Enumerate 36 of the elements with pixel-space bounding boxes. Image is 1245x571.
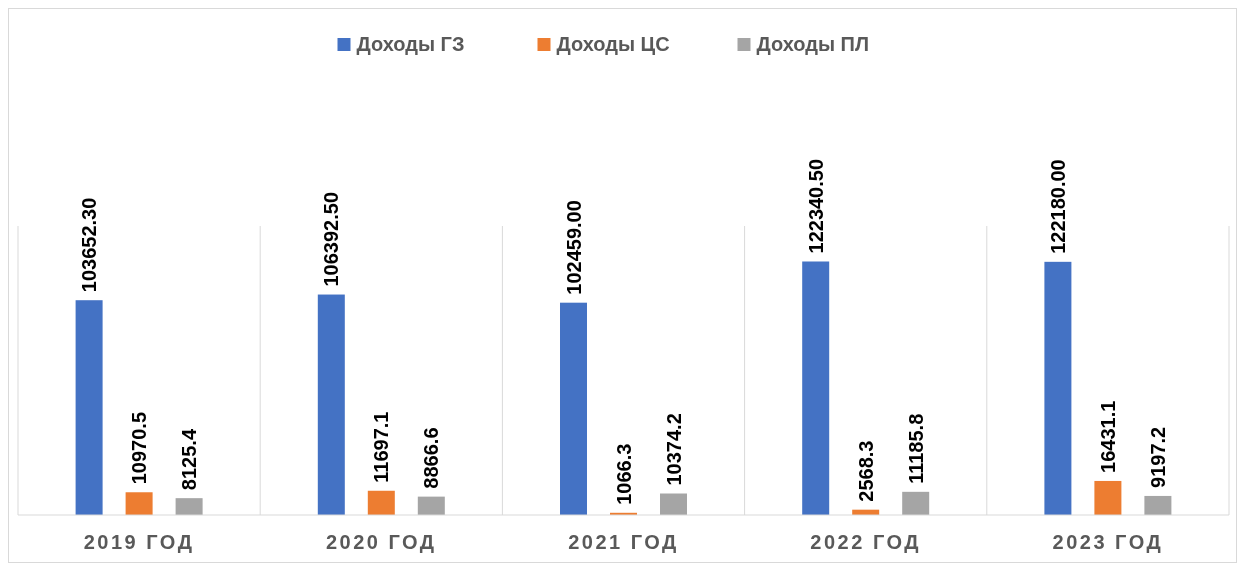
data-label: 1066.3 <box>612 443 635 505</box>
x-tick-label: 2021 ГОД <box>568 531 679 553</box>
bar <box>802 261 830 515</box>
bar <box>660 493 687 515</box>
legend-label: Доходы ЦС <box>556 33 670 55</box>
data-label: 122340.50 <box>804 158 827 254</box>
bar <box>317 294 345 515</box>
legend-label: Доходы ПЛ <box>756 33 870 55</box>
bar <box>1144 495 1172 515</box>
legend-label: Доходы ГЗ <box>356 33 465 55</box>
data-label: 11185.8 <box>904 413 927 484</box>
bar <box>417 496 445 515</box>
bar <box>902 491 930 515</box>
x-tick-label: 2023 ГОД <box>1052 531 1164 553</box>
bar <box>125 492 153 515</box>
data-label: 2568.3 <box>854 440 877 502</box>
data-label: 16431.1 <box>1096 400 1119 473</box>
data-label: 10374.2 <box>662 413 685 486</box>
data-label: 8125.4 <box>178 428 201 491</box>
x-tick-label: 2019 ГОД <box>83 531 195 553</box>
bar <box>367 490 395 515</box>
x-tick-label: 2020 ГОД <box>325 531 437 553</box>
bar <box>560 302 587 515</box>
data-label: 8866.6 <box>420 427 443 489</box>
bar <box>75 300 103 515</box>
bar <box>1044 261 1072 515</box>
bar <box>175 498 203 515</box>
data-label: 106392.50 <box>320 191 343 287</box>
data-label: 122180.00 <box>1046 159 1069 254</box>
x-tick-label: 2022 ГОД <box>810 531 922 553</box>
data-label: 10970.5 <box>128 411 151 485</box>
bar <box>1094 480 1122 515</box>
data-label: 102459.00 <box>562 200 585 295</box>
data-label: 11697.1 <box>370 411 393 483</box>
data-label: 9197.2 <box>1146 426 1169 488</box>
data-label: 103652.30 <box>78 197 101 293</box>
